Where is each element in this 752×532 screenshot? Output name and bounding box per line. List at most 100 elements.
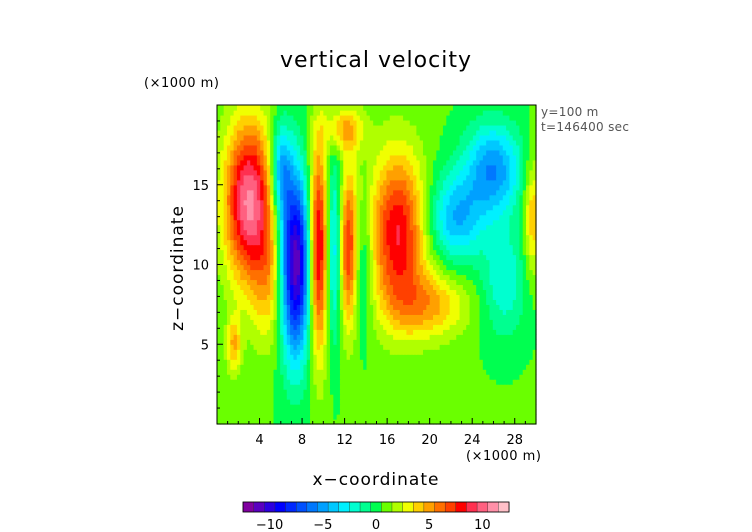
heatmap-cell: [436, 179, 441, 186]
heatmap-cell: [436, 194, 441, 201]
heatmap-cell: [532, 304, 537, 310]
heatmap-cell: [512, 239, 517, 246]
heatmap-cell: [220, 199, 225, 206]
heatmap-cell: [233, 414, 238, 420]
heatmap-cell: [403, 349, 407, 355]
heatmap-cell: [409, 374, 414, 380]
heatmap-cell: [366, 334, 371, 340]
heatmap-cell: [256, 369, 261, 375]
heatmap-cell: [369, 254, 374, 261]
heatmap-cell: [296, 309, 301, 315]
heatmap-cell: [339, 164, 344, 171]
heatmap-cell: [336, 239, 341, 246]
heatmap-cell: [366, 324, 371, 330]
heatmap-cell: [403, 374, 407, 380]
heatmap-cell: [419, 379, 424, 385]
heatmap-cell: [376, 209, 381, 216]
heatmap-cell: [326, 204, 331, 211]
heatmap-cell: [446, 264, 451, 271]
heatmap-cell: [263, 174, 268, 181]
heatmap-cell: [323, 339, 328, 345]
heatmap-cell: [516, 369, 520, 375]
heatmap-cell: [336, 384, 341, 390]
heatmap-cell: [250, 249, 255, 256]
heatmap-cell: [516, 374, 520, 380]
heatmap-cell: [416, 339, 421, 345]
heatmap-cell: [283, 224, 288, 231]
heatmap-cell: [230, 174, 235, 181]
heatmap-cell: [293, 204, 298, 211]
heatmap-cell: [283, 234, 288, 241]
heatmap-cell: [406, 329, 411, 335]
heatmap-cell: [406, 359, 411, 365]
heatmap-cell: [323, 259, 328, 266]
heatmap-cell: [469, 199, 474, 206]
heatmap-cell: [432, 169, 437, 176]
heatmap-cell: [369, 309, 374, 315]
heatmap-cell: [449, 329, 454, 335]
heatmap-cell: [246, 259, 251, 266]
heatmap-cell: [492, 194, 497, 201]
heatmap-cell: [409, 219, 414, 226]
heatmap-cell: [339, 369, 344, 375]
heatmap-cell: [516, 254, 520, 261]
heatmap-cell: [230, 299, 235, 305]
heatmap-cell: [220, 299, 225, 305]
heatmap-cell: [270, 374, 275, 380]
heatmap-cell: [306, 209, 311, 216]
heatmap-cell: [220, 394, 225, 400]
heatmap-cell: [356, 314, 361, 320]
heatmap-cell: [336, 169, 341, 176]
heatmap-cell: [220, 269, 225, 276]
heatmap-cell: [442, 419, 447, 425]
heatmap-cell: [273, 194, 278, 201]
heatmap-cell: [509, 319, 514, 325]
heatmap-cell: [442, 339, 447, 345]
heatmap-cell: [230, 249, 235, 256]
heatmap-cell: [482, 269, 487, 276]
heatmap-cell: [349, 234, 354, 241]
heatmap-cell: [452, 194, 457, 201]
heatmap-cell: [323, 414, 328, 420]
heatmap-cell: [230, 229, 235, 236]
heatmap-cell: [476, 369, 481, 375]
heatmap-cell: [409, 384, 414, 390]
heatmap-cell: [260, 399, 265, 405]
heatmap-cell: [369, 214, 374, 221]
heatmap-cell: [476, 324, 481, 330]
heatmap-cell: [363, 389, 368, 395]
heatmap-cell: [429, 394, 434, 400]
heatmap-cell: [389, 274, 394, 281]
heatmap-cell: [383, 269, 388, 276]
heatmap-cell: [359, 329, 364, 335]
heatmap-cell: [479, 164, 484, 171]
heatmap-cell: [452, 249, 457, 256]
heatmap-cell: [486, 214, 491, 221]
heatmap-cell: [399, 334, 404, 340]
heatmap-cell: [452, 404, 457, 410]
heatmap-cell: [356, 219, 361, 226]
heatmap-cell: [286, 204, 291, 211]
heatmap-cell: [526, 199, 530, 206]
heatmap-cell: [482, 189, 487, 196]
heatmap-cell: [446, 334, 451, 340]
heatmap-cell: [250, 254, 255, 261]
heatmap-cell: [429, 169, 434, 176]
heatmap-cell: [263, 204, 268, 211]
heatmap-cell: [260, 204, 265, 211]
heatmap-cell: [376, 324, 381, 330]
heatmap-cell: [409, 174, 414, 181]
heatmap-cell: [290, 184, 295, 191]
heatmap-cell: [217, 299, 221, 305]
heatmap-cell: [270, 389, 275, 395]
heatmap-cell: [236, 354, 241, 360]
heatmap-cell: [366, 304, 371, 310]
heatmap-cell: [456, 389, 461, 395]
heatmap-cell: [336, 214, 341, 221]
heatmap-cell: [522, 224, 527, 231]
heatmap-cell: [303, 304, 308, 310]
heatmap-cell: [466, 289, 471, 295]
heatmap-cell: [396, 404, 401, 410]
heatmap-cell: [246, 324, 251, 330]
heatmap-cell: [266, 249, 271, 256]
